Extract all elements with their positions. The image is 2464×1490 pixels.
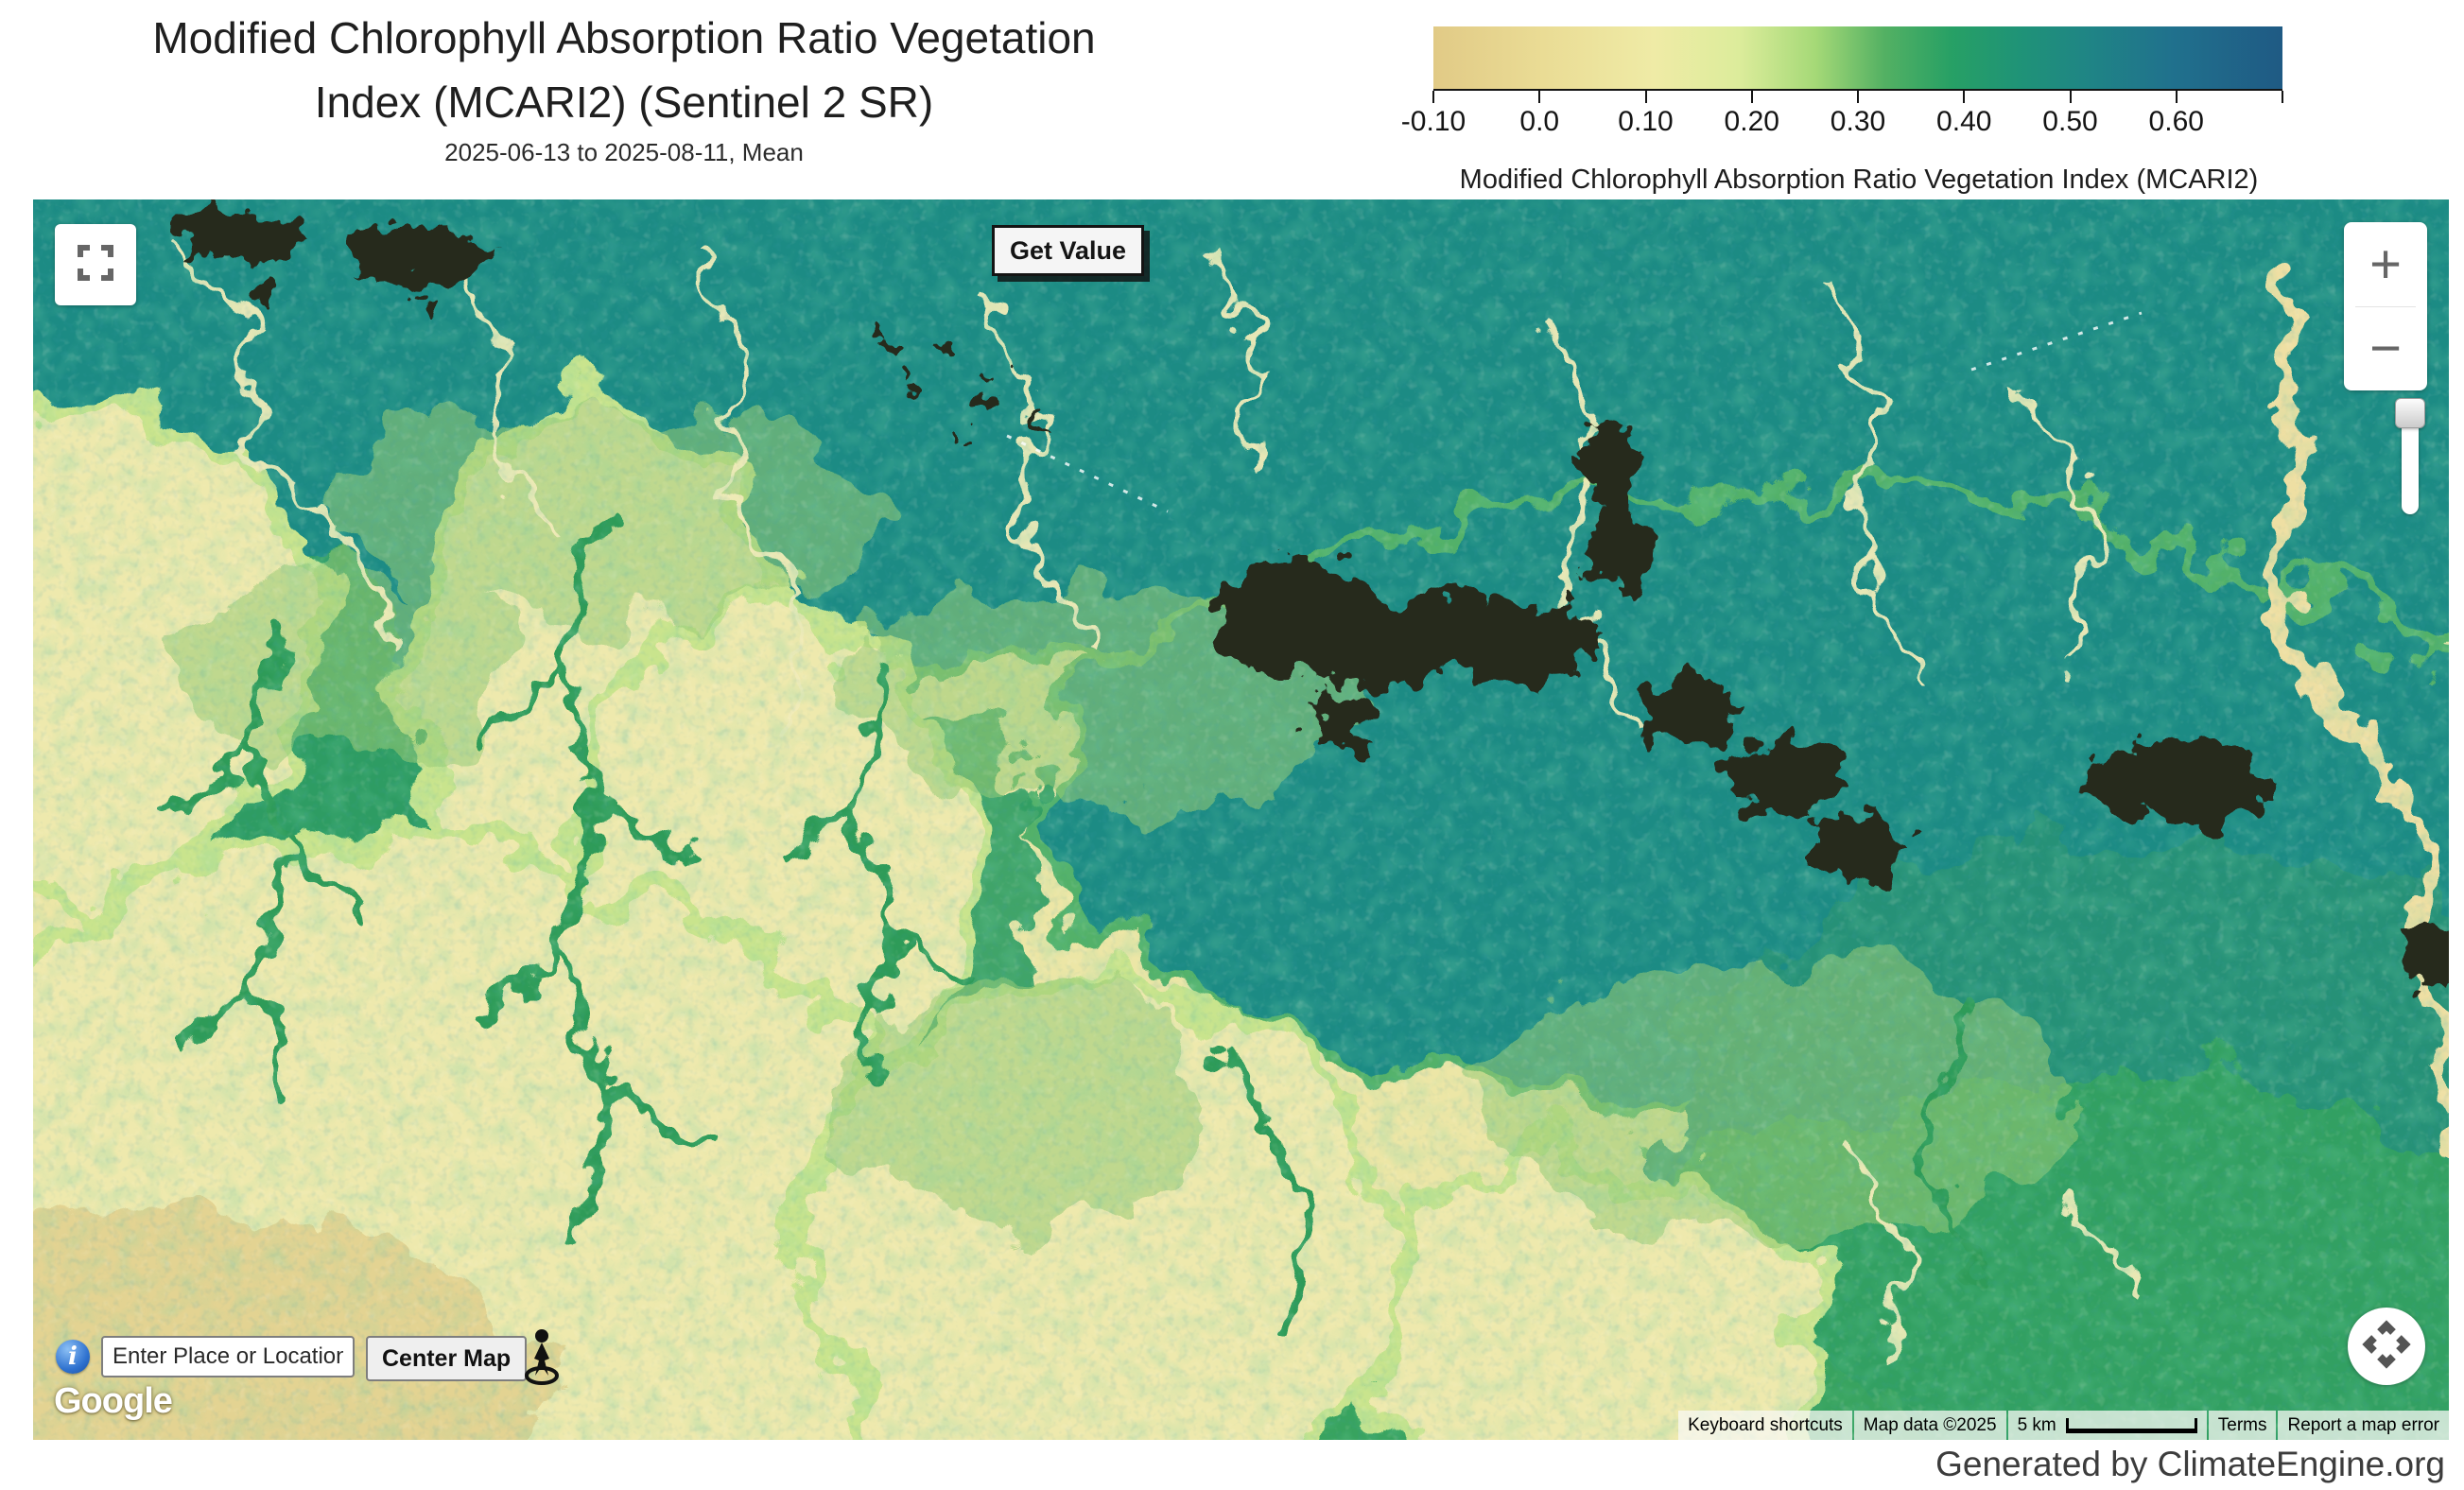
legend-tick-mark xyxy=(1750,91,1753,103)
legend-tick-mark xyxy=(2175,91,2178,103)
zoom-in-button[interactable]: + xyxy=(2369,233,2402,295)
scale-bar xyxy=(2065,1417,2197,1433)
zoom-slider-track[interactable] xyxy=(2402,407,2419,514)
map-raster[interactable] xyxy=(33,199,2449,1440)
legend-tick-label: 0.40 xyxy=(1936,106,1992,137)
page-title-line2: Index (MCARI2) (Sentinel 2 SR) xyxy=(314,78,934,127)
pan-button[interactable] xyxy=(2348,1308,2425,1385)
legend-tick-mark xyxy=(1432,91,1434,103)
legend-tick-label: 0.30 xyxy=(1830,106,1886,137)
get-value-label: Get Value xyxy=(1010,235,1127,265)
raster-roads xyxy=(1006,311,2143,513)
legend-tick-label: 0.10 xyxy=(1618,106,1674,137)
pan-arrows-icon xyxy=(2362,1319,2411,1374)
keyboard-shortcuts-button[interactable]: Keyboard shortcuts xyxy=(1678,1411,1852,1440)
zoom-slider-handle[interactable] xyxy=(2395,398,2425,428)
date-range-subtitle: 2025-06-13 to 2025-08-11, Mean xyxy=(444,138,804,166)
map-viewport: Get Value + − i Center Map xyxy=(33,199,2449,1440)
info-icon[interactable]: i xyxy=(56,1340,90,1374)
get-value-button[interactable]: Get Value xyxy=(992,225,1145,276)
legend-tick-label: 0.0 xyxy=(1519,106,1560,137)
zoom-divider xyxy=(2355,305,2416,307)
legend-tick-label: -0.10 xyxy=(1400,106,1466,137)
page-title-line1: Modified Chlorophyll Absorption Ratio Ve… xyxy=(152,13,1096,62)
zoom-out-button[interactable]: − xyxy=(2369,318,2402,380)
search-input[interactable] xyxy=(101,1336,355,1377)
colorbar-legend: -0.10 0.0 0.10 0.20 0.30 0.40 0.50 0.60 xyxy=(1401,26,2283,140)
pegman-icon[interactable] xyxy=(521,1326,563,1385)
terms-link[interactable]: Terms xyxy=(2208,1411,2277,1440)
raster-dark-patches xyxy=(175,207,2449,989)
zoom-control: + − xyxy=(2344,222,2427,390)
legend-tick-label: 0.60 xyxy=(2148,106,2204,137)
raster-grain-light xyxy=(33,199,2449,1440)
legend-tick-label: 0.50 xyxy=(2042,106,2098,137)
legend-tick-mark xyxy=(2282,91,2283,103)
scale-label: 5 km xyxy=(2017,1414,2056,1435)
legend-tick-mark xyxy=(1538,91,1541,103)
center-map-button[interactable]: Center Map xyxy=(366,1336,528,1381)
google-logo[interactable]: Google xyxy=(54,1381,173,1421)
legend-tick-mark xyxy=(1963,91,1966,103)
legend-tick-label: 0.20 xyxy=(1724,106,1779,137)
center-map-label: Center Map xyxy=(382,1344,512,1372)
legend-caption: Modified Chlorophyll Absorption Ratio Ve… xyxy=(1459,165,2259,195)
legend-ticks: -0.10 0.0 0.10 0.20 0.30 0.40 0.50 0.60 xyxy=(1401,91,2283,140)
legend-tick-mark xyxy=(1857,91,1859,103)
fullscreen-button[interactable] xyxy=(55,224,136,305)
legend-tick-mark xyxy=(1644,91,1647,103)
report-map-error-link[interactable]: Report a map error xyxy=(2278,1411,2449,1440)
map-data-label: Map data ©2025 xyxy=(1853,1411,2006,1440)
legend-tick-mark xyxy=(2069,91,2072,103)
generated-by-credit: Generated by ClimateEngine.org xyxy=(1935,1445,2445,1483)
map-attribution: Keyboard shortcuts Map data ©2025 5 km T… xyxy=(1678,1411,2449,1440)
map-title-block: Modified Chlorophyll Absorption Ratio Ve… xyxy=(38,6,1210,167)
scale-control: 5 km xyxy=(2007,1411,2207,1440)
fullscreen-icon xyxy=(77,244,114,286)
legend-gradient-bar xyxy=(1433,26,2282,91)
